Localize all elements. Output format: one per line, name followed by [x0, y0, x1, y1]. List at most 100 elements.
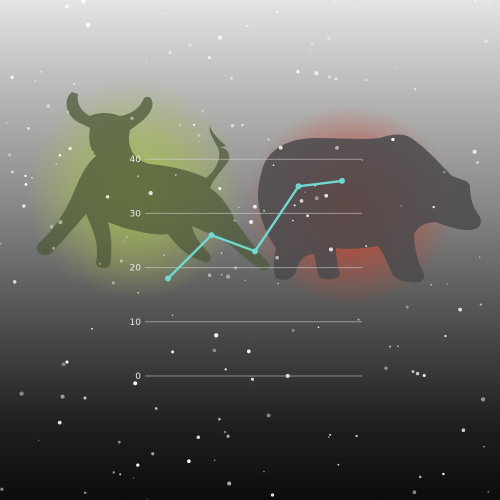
snow-particle — [384, 366, 388, 370]
snow-particle — [333, 0, 336, 3]
bear-silhouette-icon — [258, 134, 481, 283]
snow-particle — [328, 247, 334, 252]
y-tick-label: 10 — [130, 318, 142, 328]
snow-particle — [278, 145, 283, 150]
snow-particle — [132, 477, 135, 479]
snow-particle — [249, 219, 254, 225]
snow-particle — [400, 205, 403, 207]
snow-particle — [99, 262, 102, 265]
snow-particle — [86, 22, 91, 28]
snow-particle — [293, 204, 296, 207]
snow-particle — [329, 433, 332, 436]
data-point — [252, 248, 258, 255]
snow-particle — [411, 370, 415, 374]
snow-particle — [10, 75, 14, 79]
snow-particle — [137, 291, 140, 294]
snow-particle — [324, 193, 329, 198]
snow-particle — [207, 273, 212, 277]
snow-particle — [245, 24, 249, 28]
snow-particle — [357, 318, 360, 321]
snow-particle — [61, 362, 66, 367]
snow-particle — [306, 214, 309, 218]
snow-particle — [365, 79, 368, 81]
snow-particle — [361, 159, 364, 161]
snow-particle — [130, 116, 134, 121]
snow-particle — [394, 67, 397, 70]
snow-particle — [68, 146, 72, 151]
data-point — [295, 183, 302, 190]
snow-particle — [60, 394, 65, 399]
snow-particle — [90, 327, 93, 330]
snow-particle — [151, 452, 155, 456]
snow-particle — [58, 219, 63, 225]
snow-particle — [148, 191, 153, 196]
snow-particle — [355, 434, 358, 438]
snow-particle — [218, 417, 221, 421]
snow-particle — [37, 439, 40, 442]
snow-particle — [154, 407, 158, 410]
snow-particle — [444, 334, 447, 338]
snow-particle — [10, 170, 14, 174]
snow-particle — [314, 196, 319, 201]
snow-particle — [327, 436, 330, 438]
snow-particle — [65, 4, 69, 9]
snow-particle — [335, 146, 339, 150]
bull-silhouette-icon — [36, 92, 269, 271]
snow-particle — [275, 255, 279, 260]
y-tick-label: 0 — [135, 372, 141, 382]
snow-particle — [412, 490, 417, 495]
snow-particle — [92, 151, 94, 153]
snow-particle — [479, 256, 481, 258]
snow-particle — [213, 459, 216, 462]
snow-particle — [224, 368, 227, 371]
snow-particle — [405, 305, 409, 309]
snow-particle — [55, 163, 58, 165]
snow-particle — [446, 283, 448, 285]
snow-particle — [175, 174, 177, 176]
series-layer — [165, 177, 345, 282]
snow-particle — [241, 124, 244, 127]
snow-particle — [136, 175, 140, 178]
snow-particle — [212, 348, 217, 353]
snow-particle — [263, 470, 265, 473]
snow-particle — [136, 463, 140, 467]
snow-particle — [413, 88, 417, 91]
snow-particle — [291, 329, 295, 332]
snow-particle — [65, 360, 69, 364]
snow-particle — [24, 174, 27, 178]
snow-particle — [238, 206, 240, 208]
snow-particle — [351, 6, 354, 9]
snow-particle — [83, 491, 87, 495]
snow-particle — [317, 326, 320, 329]
snow-particle — [397, 345, 399, 347]
snow-particle — [31, 176, 33, 179]
snow-particle — [164, 13, 166, 15]
snow-particle — [309, 48, 311, 51]
snow-particle — [314, 71, 319, 76]
snow-particle — [34, 79, 37, 82]
snow-particle — [133, 381, 138, 386]
grid-lines — [145, 158, 362, 377]
snow-particle — [230, 123, 235, 128]
snow-particle — [0, 242, 2, 245]
snow-particle — [220, 274, 223, 276]
snow-particle — [179, 124, 182, 127]
snow-particle — [250, 377, 255, 381]
snow-particle — [365, 245, 368, 247]
data-point — [165, 275, 171, 282]
snow-particle — [81, 0, 86, 4]
snow-particle — [479, 303, 482, 306]
snow-particle — [119, 473, 122, 476]
snow-particle — [458, 307, 462, 312]
snow-particle — [304, 191, 306, 193]
snow-particle — [272, 164, 275, 167]
snow-particle — [230, 76, 233, 80]
snow-particle — [296, 70, 300, 74]
snow-particle — [123, 240, 125, 243]
snow-particle — [391, 137, 395, 142]
snow-particle — [73, 82, 76, 85]
snow-particle — [310, 41, 314, 45]
y-axis-ticks: 0 10 20 30 40 — [130, 155, 142, 382]
snow-particle — [484, 39, 489, 44]
